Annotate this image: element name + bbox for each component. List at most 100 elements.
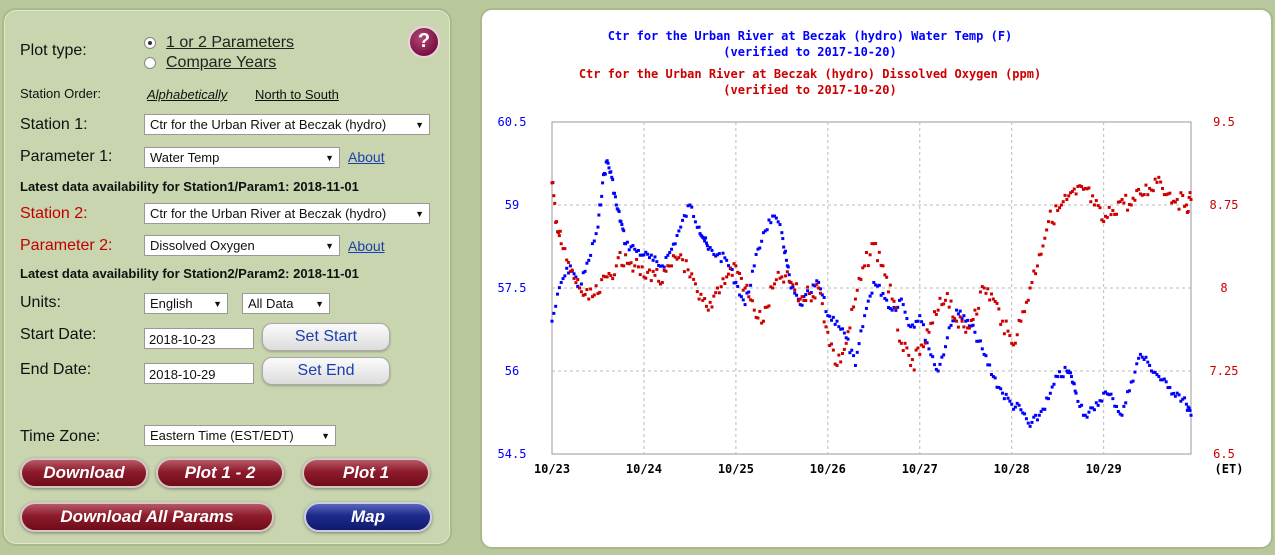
download-all-params-button[interactable]: Download All Params	[20, 502, 274, 532]
radio-compare-years[interactable]: Compare Years	[144, 54, 276, 72]
dissolved-oxygen-point	[986, 287, 990, 291]
download-button[interactable]: Download	[20, 458, 148, 488]
plot-1-button[interactable]: Plot 1	[302, 458, 430, 488]
dissolved-oxygen-point	[955, 319, 959, 323]
water-temp-point	[912, 325, 916, 329]
water-temp-point	[1098, 399, 1102, 403]
dissolved-oxygen-point	[1166, 192, 1170, 196]
water-temp-point	[1184, 402, 1188, 406]
water-temp-point	[703, 239, 707, 243]
dissolved-oxygen-point	[940, 303, 944, 307]
radio-button[interactable]	[144, 57, 156, 69]
dissolved-oxygen-point	[809, 299, 813, 303]
water-temp-point	[949, 323, 953, 327]
dissolved-oxygen-point	[1133, 198, 1137, 202]
dissolved-oxygen-point	[721, 277, 725, 281]
water-temp-point	[1034, 413, 1038, 417]
dissolved-oxygen-point	[909, 363, 913, 367]
dissolved-oxygen-point	[806, 285, 810, 289]
param2-select[interactable]: Dissolved Oxygen ▼	[144, 235, 340, 256]
time-zone-select[interactable]: Eastern Time (EST/EDT) ▼	[144, 425, 336, 446]
dissolved-oxygen-point	[640, 265, 644, 269]
units-select[interactable]: English ▼	[144, 293, 228, 314]
about-param2-link[interactable]: About	[348, 238, 385, 254]
dissolved-oxygen-point	[703, 297, 707, 301]
dissolved-oxygen-point	[804, 299, 808, 303]
dissolved-oxygen-point	[655, 267, 659, 271]
station1-label: Station 1:	[20, 116, 88, 133]
water-temp-point	[702, 236, 706, 240]
radio-button-selected[interactable]	[144, 37, 156, 49]
radio-label-one-or-two[interactable]: 1 or 2 Parameters	[166, 34, 295, 51]
water-temp-point	[931, 355, 935, 359]
dissolved-oxygen-point	[931, 321, 935, 325]
station2-select[interactable]: Ctr for the Urban River at Beczak (hydro…	[144, 203, 430, 224]
water-temp-point	[758, 246, 762, 250]
dissolved-oxygen-point	[850, 307, 854, 311]
dissolved-oxygen-point	[1168, 191, 1172, 195]
dissolved-oxygen-point	[1058, 206, 1062, 210]
dissolved-oxygen-point	[833, 362, 837, 366]
water-temp-point	[951, 319, 955, 323]
set-start-button[interactable]: Set Start	[262, 323, 390, 351]
station1-select[interactable]: Ctr for the Urban River at Beczak (hydro…	[144, 114, 430, 135]
water-temp-point	[750, 269, 754, 273]
plot-1-2-button[interactable]: Plot 1 - 2	[156, 458, 284, 488]
water-temp-point	[964, 319, 968, 323]
water-temp-point	[708, 246, 712, 250]
order-north-to-south-link[interactable]: North to South	[255, 87, 339, 102]
dissolved-oxygen-point	[688, 275, 692, 279]
start-date-input[interactable]: 2018-10-23	[144, 328, 254, 349]
dissolved-oxygen-point	[953, 317, 957, 321]
dissolved-oxygen-point	[1118, 200, 1122, 204]
dissolved-oxygen-point	[1186, 209, 1190, 213]
scatter-chart: Ctr for the Urban River at Beczak (hydro…	[498, 29, 1244, 476]
set-end-button[interactable]: Set End	[262, 357, 390, 385]
dissolved-oxygen-point	[1126, 208, 1130, 212]
dissolved-oxygen-point	[780, 275, 784, 279]
dissolved-oxygen-point	[613, 273, 617, 277]
water-temp-point	[842, 331, 846, 335]
radio-one-or-two-params[interactable]: 1 or 2 Parameters	[144, 34, 294, 52]
dissolved-oxygen-point	[877, 250, 881, 254]
water-temp-point	[857, 342, 861, 346]
dissolved-oxygen-point	[1091, 194, 1095, 198]
end-date-input[interactable]: 2018-10-29	[144, 363, 254, 384]
water-temp-point	[636, 248, 640, 252]
data-type-select[interactable]: All Data ▼	[242, 293, 330, 314]
param1-select[interactable]: Water Temp ▼	[144, 147, 340, 168]
water-temp-point	[714, 254, 718, 258]
help-icon[interactable]: ?	[408, 26, 440, 58]
radio-label-compare-years[interactable]: Compare Years	[166, 54, 277, 71]
dissolved-oxygen-point	[1115, 212, 1119, 216]
order-alphabetically-link[interactable]: Alphabetically	[147, 87, 228, 102]
dissolved-oxygen-point	[956, 325, 960, 329]
dissolved-oxygen-point	[807, 292, 811, 296]
water-temp-point	[861, 325, 865, 329]
water-temp-point	[989, 373, 993, 377]
dissolved-oxygen-point	[918, 352, 922, 356]
time-zone-value: Eastern Time (EST/EDT)	[150, 428, 294, 443]
dissolved-oxygen-point	[629, 261, 633, 265]
map-button[interactable]: Map	[304, 502, 432, 532]
dissolved-oxygen-point	[826, 330, 830, 334]
water-temp-point	[1008, 399, 1012, 403]
water-temp-point	[554, 304, 558, 308]
right-axis-tick-label: 8	[1220, 281, 1227, 295]
dissolved-oxygen-point	[910, 358, 914, 362]
dissolved-oxygen-point	[1144, 183, 1148, 187]
dissolved-oxygen-point	[693, 282, 697, 286]
water-temp-point	[1183, 396, 1187, 400]
dissolved-oxygen-point	[1173, 200, 1177, 204]
dissolved-oxygen-point	[1001, 319, 1005, 323]
about-param1-link[interactable]: About	[348, 149, 385, 165]
chevron-down-icon: ▼	[325, 153, 334, 163]
water-temp-point	[664, 255, 668, 259]
dissolved-oxygen-point	[1021, 310, 1025, 314]
water-temp-point	[903, 310, 907, 314]
water-temp-point	[760, 239, 764, 243]
dissolved-oxygen-point	[802, 298, 806, 302]
dissolved-oxygen-point	[583, 292, 587, 296]
dissolved-oxygen-point	[1137, 187, 1141, 191]
dissolved-oxygen-point	[1061, 200, 1065, 204]
